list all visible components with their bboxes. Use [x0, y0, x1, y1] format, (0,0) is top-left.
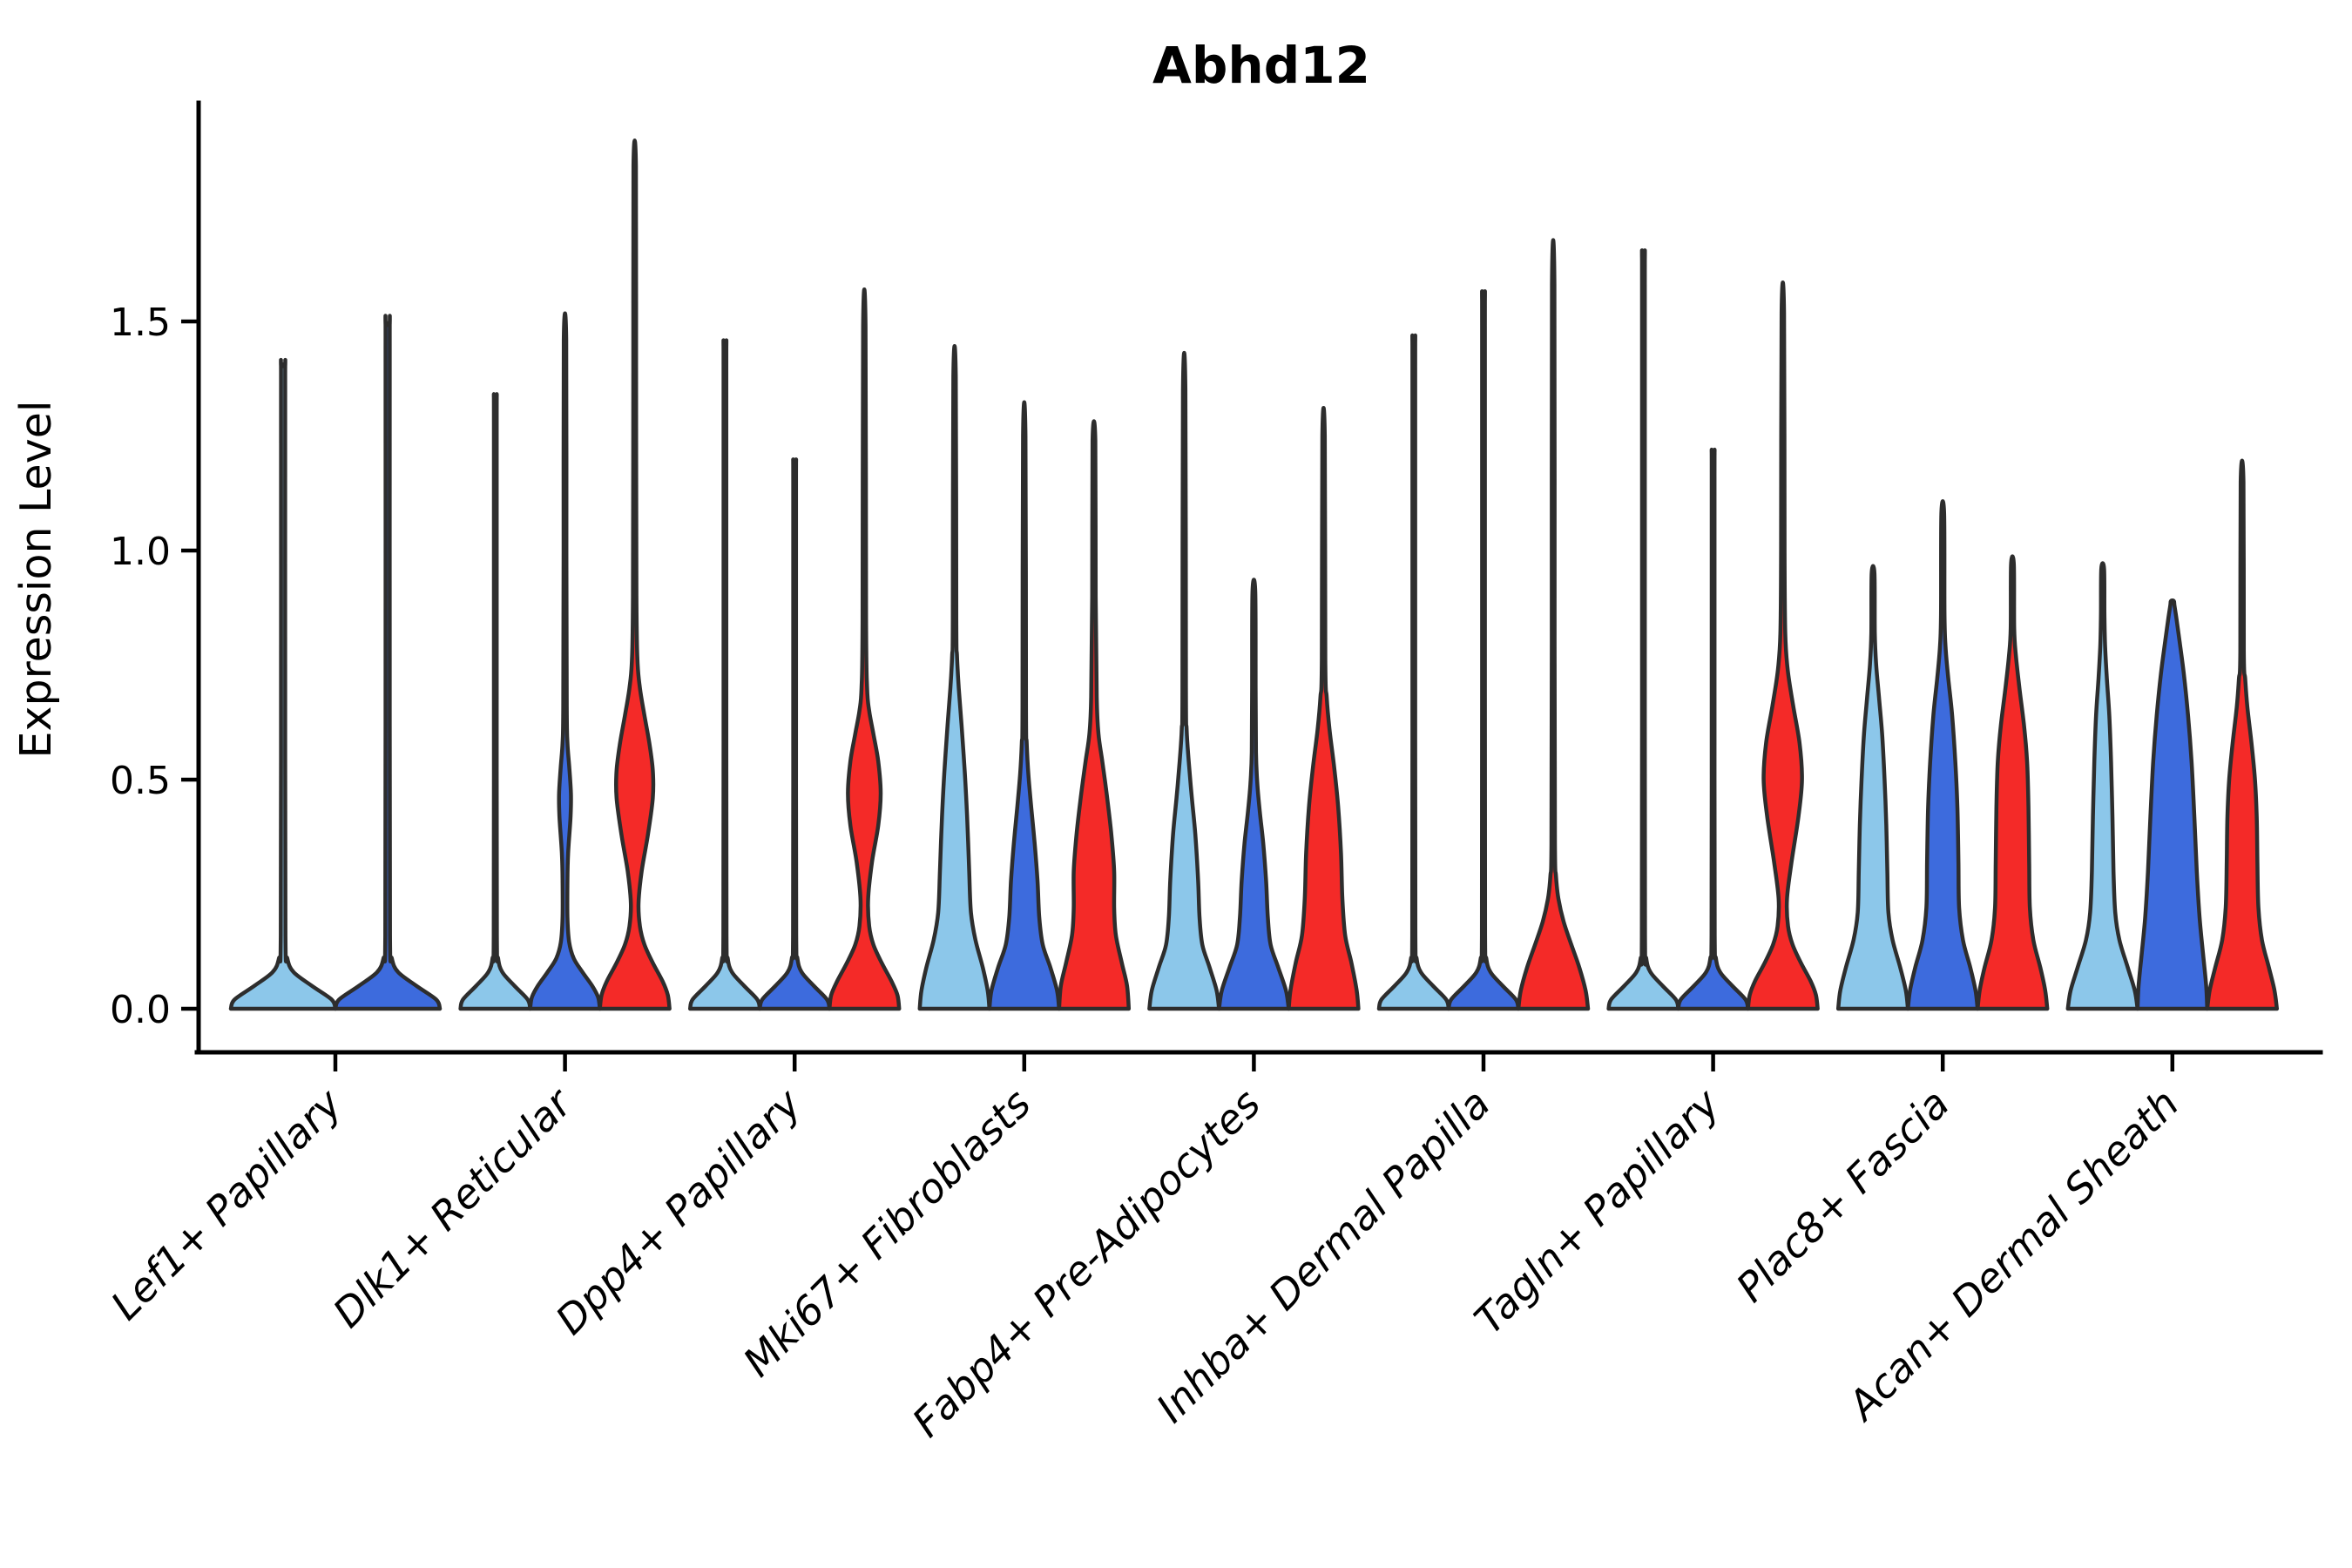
x-tick-label: Dlk1+ Reticular — [324, 1078, 583, 1336]
violin-red — [598, 139, 672, 1011]
violin-red — [1975, 554, 2050, 1011]
y-tick-label: 1.0 — [110, 530, 171, 574]
x-tick-label: Tagln+ Papillary — [1465, 1079, 1729, 1343]
violin-lightblue — [458, 392, 532, 1011]
violin-blue — [528, 311, 602, 1011]
violin-lightblue — [1606, 248, 1680, 1011]
violin-lightblue — [1376, 333, 1451, 1011]
violin-red — [2205, 458, 2280, 1011]
violin-blue — [1676, 448, 1750, 1011]
violin-blue — [1905, 499, 1980, 1011]
axes — [181, 100, 2323, 1071]
violin-lightblue — [1835, 564, 1910, 1011]
x-tick-label: Plac8+ Fascia — [1727, 1080, 1958, 1311]
violin-red — [1287, 406, 1361, 1011]
violin-blue — [2135, 598, 2210, 1011]
violin-blue — [333, 314, 443, 1011]
x-tick-label: Dpp4+ Papillary — [546, 1079, 810, 1343]
violin-red — [827, 287, 902, 1011]
violin-blue — [1446, 289, 1521, 1011]
violin-blue — [987, 400, 1062, 1011]
chart-title: Abhd12 — [1152, 36, 1370, 95]
violin-lightblue — [1147, 351, 1221, 1011]
violin-lightblue — [687, 338, 762, 1011]
violin-lightblue — [2065, 561, 2140, 1011]
y-tick-label: 0.0 — [110, 988, 171, 1032]
violin-blue — [757, 457, 832, 1011]
y-tick-label: 0.5 — [110, 759, 171, 803]
violin-red — [1516, 238, 1591, 1011]
y-axis-label: Expression Level — [11, 401, 61, 759]
violin-blue — [1217, 578, 1291, 1011]
violin-lightblue — [228, 357, 338, 1011]
x-tick-label: Lef1+ Papillary — [102, 1079, 351, 1328]
violins-layer — [228, 139, 2280, 1011]
violin-red — [1746, 280, 1820, 1011]
violin-red — [1057, 419, 1132, 1011]
violin-lightblue — [917, 344, 992, 1011]
y-tick-label: 1.5 — [110, 301, 171, 345]
